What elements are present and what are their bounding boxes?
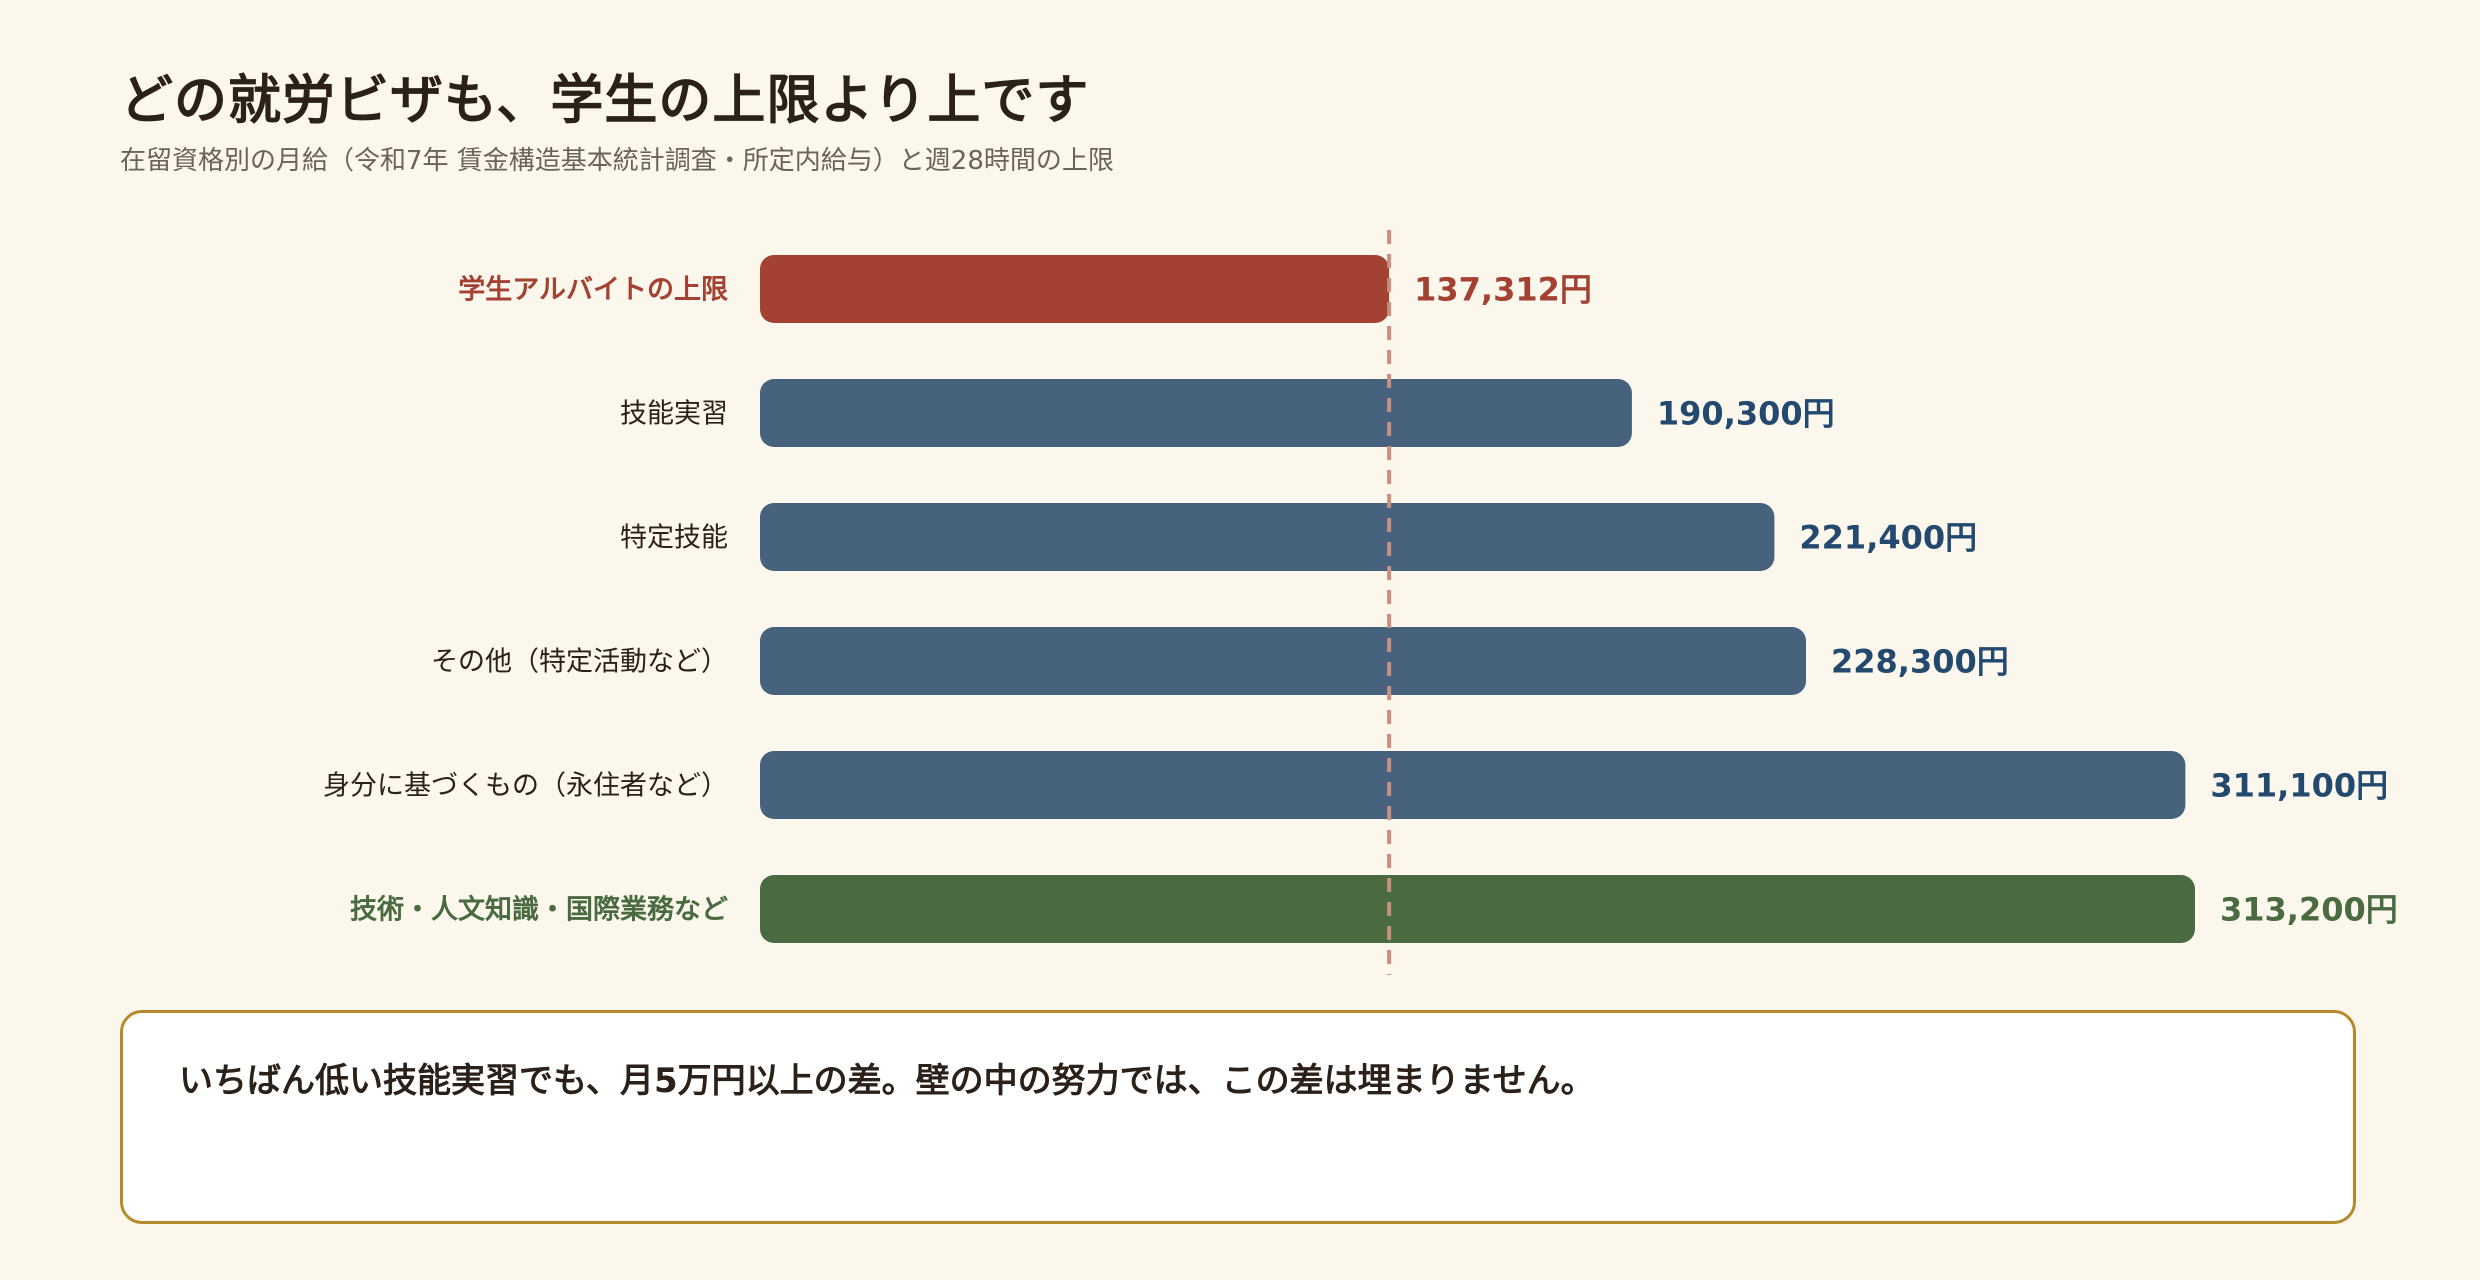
value-label: 137,312円 [1414, 271, 1592, 309]
bar-1 [760, 255, 1390, 323]
bar-6 [760, 875, 2195, 943]
value-label: 228,300円 [1831, 643, 2009, 681]
category-label: 学生アルバイトの上限 [458, 274, 728, 306]
value-label: 221,400円 [1799, 519, 1977, 557]
category-label: 技能実習 [620, 399, 728, 430]
bar-2 [760, 379, 1632, 447]
category-label: 特定技能 [620, 523, 728, 554]
bar-5 [760, 751, 2186, 819]
value-label: 311,100円 [2210, 767, 2388, 805]
value-label: 313,200円 [2220, 891, 2398, 929]
bar-4 [760, 627, 1807, 695]
chart-title: どの就労ビザも、学生の上限より上です [120, 70, 1090, 131]
category-label: その他（特定活動など） [431, 647, 728, 678]
category-label: 身分に基づくもの（永住者など） [323, 771, 728, 802]
bar-3 [760, 503, 1775, 571]
callout-text: いちばん低い技能実習でも、月5万円以上の差。壁の中の努力では、この差は埋まりませ… [179, 1061, 1595, 1101]
value-label: 190,300円 [1657, 395, 1835, 433]
chart-subtitle: 在留資格別の月給（令和7年 賃金構造基本統計調査・所定内給与）と週28時間の上限 [120, 146, 1114, 176]
callout-box: いちばん低い技能実習でも、月5万円以上の差。壁の中の努力では、この差は埋まりませ… [120, 1010, 2356, 1224]
category-label: 技術・人文知識・国際業務など [350, 894, 728, 926]
